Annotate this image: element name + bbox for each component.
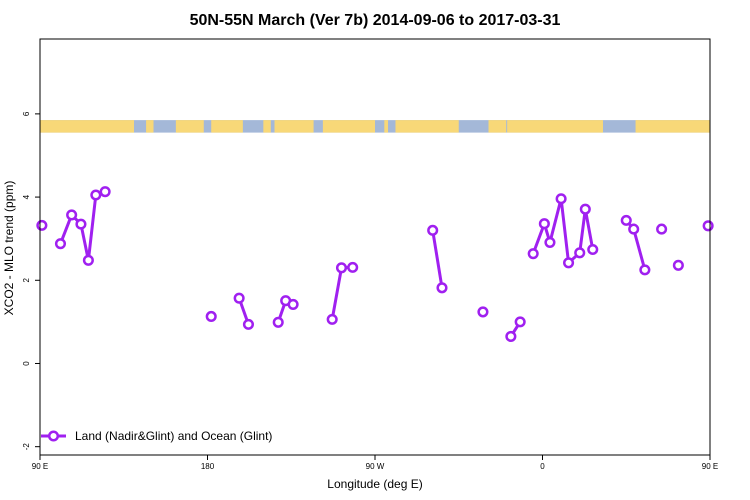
y-tick-label: 4 — [22, 194, 31, 199]
x-tick-label: 0 — [540, 462, 545, 471]
data-point — [436, 282, 448, 294]
data-point — [205, 310, 217, 323]
data-point — [66, 209, 78, 221]
land-segment — [488, 120, 507, 133]
y-tick-label: -2 — [22, 443, 31, 451]
x-tick-label: 90 W — [366, 462, 385, 471]
legend-label: Land (Nadir&Glint) and Ocean (Glint) — [75, 429, 272, 443]
data-point — [544, 236, 556, 248]
land-segment — [263, 120, 271, 133]
data-point — [427, 224, 439, 236]
data-point — [99, 186, 111, 198]
legend: Land (Nadir&Glint) and Ocean (Glint) — [41, 429, 272, 443]
y-tick-label: 0 — [22, 361, 31, 366]
x-tick-label: 90 E — [702, 462, 718, 471]
x-tick-label: 180 — [201, 462, 215, 471]
data-point — [628, 223, 640, 235]
data-point — [54, 238, 67, 250]
land-segment — [175, 120, 204, 133]
land-segment — [384, 120, 389, 133]
data-point — [347, 261, 359, 273]
y-axis-label: XCO2 - MLO trend (ppm) — [2, 181, 16, 316]
data-point — [563, 257, 575, 269]
data-point — [287, 298, 299, 310]
legend-marker-swatch — [47, 430, 60, 442]
data-point — [477, 306, 489, 318]
data-point — [272, 316, 284, 328]
land-segment — [146, 120, 154, 133]
land-segment — [274, 120, 314, 133]
data-point — [538, 218, 550, 230]
data-point — [82, 254, 94, 266]
data-point — [555, 193, 567, 205]
y-tick-label: 6 — [22, 111, 31, 116]
land-segment — [211, 120, 243, 133]
x-axis-label: Longitude (deg E) — [327, 477, 422, 491]
data-point — [527, 248, 539, 260]
data-point — [242, 318, 254, 330]
x-axis: 90 E 180 90 W 0 90 E — [32, 455, 718, 471]
data-point — [639, 264, 651, 276]
data-point — [672, 259, 684, 271]
chart-title: 50N-55N March (Ver 7b) 2014-09-06 to 201… — [190, 12, 561, 29]
series-line — [330, 265, 353, 320]
land-segment — [507, 120, 603, 133]
land-segment — [635, 120, 710, 133]
series-line — [431, 230, 444, 289]
data-point — [335, 262, 348, 274]
data-point — [326, 313, 338, 325]
data-point — [505, 330, 517, 342]
data-point — [574, 247, 586, 259]
data-point — [702, 220, 714, 232]
y-axis: -2 0 2 4 6 — [22, 111, 40, 450]
data-series — [36, 186, 714, 342]
data-point — [514, 316, 526, 328]
data-point — [90, 189, 102, 201]
data-point — [233, 292, 245, 304]
x-tick-label: 90 E — [32, 462, 48, 471]
land-ocean-band — [40, 120, 710, 133]
land-segment — [40, 120, 134, 133]
series-layer — [36, 186, 714, 342]
data-point — [656, 223, 668, 235]
data-point — [587, 243, 599, 256]
data-point — [579, 203, 591, 215]
plot-frame — [39, 38, 711, 456]
data-point — [75, 218, 87, 230]
data-point — [620, 214, 632, 226]
land-segment — [322, 120, 375, 133]
y-tick-label: 2 — [22, 278, 31, 283]
land-segment — [395, 120, 459, 133]
data-point — [36, 219, 48, 231]
